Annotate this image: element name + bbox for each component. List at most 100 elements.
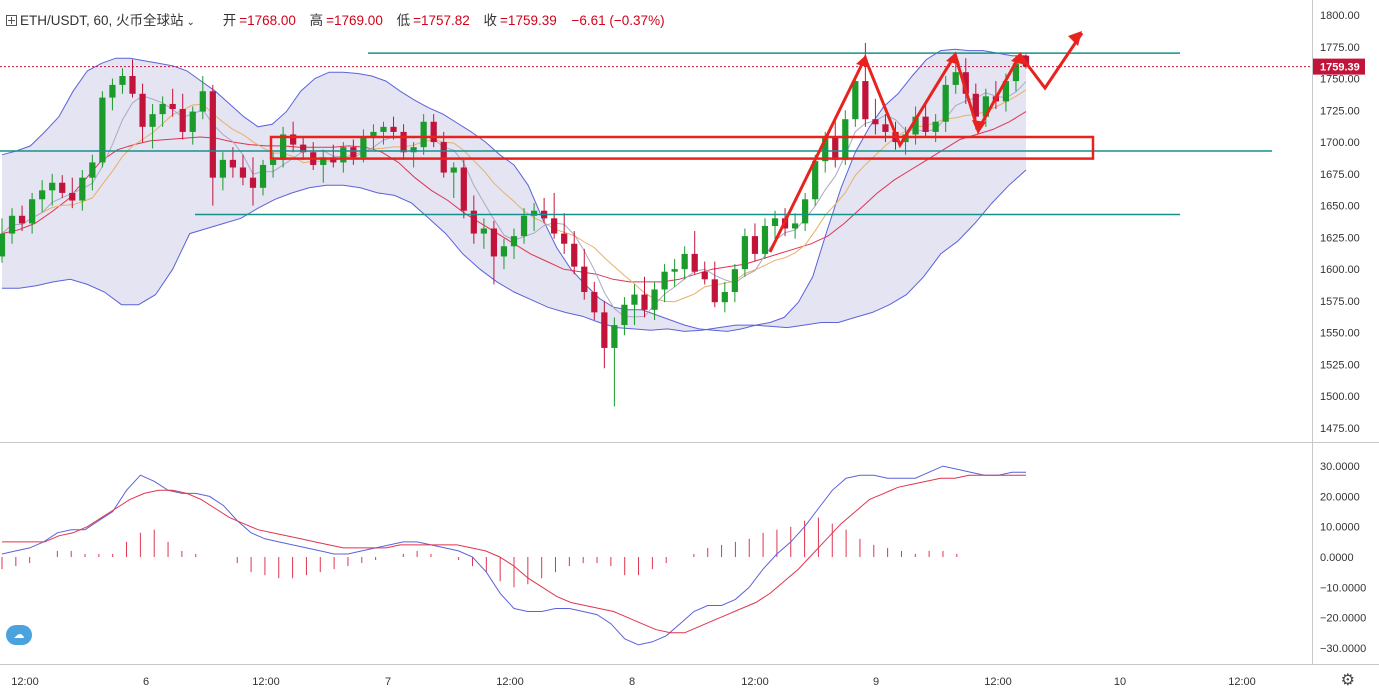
bollinger-band-fill [2,49,1026,332]
low-value: =1757.82 [413,13,470,28]
candle-body [601,312,608,348]
candle-body [932,121,939,132]
candle-body [18,215,26,224]
candle-body [179,109,186,132]
candle-body [99,97,106,163]
candle-body [139,93,146,127]
candle-body [129,75,136,94]
candle-body [29,199,36,224]
macd-tick-label: −20.0000 [1320,613,1366,625]
plus-icon[interactable] [6,15,17,26]
price-tick-label: 1800.00 [1320,10,1360,22]
highlight-zone-box [269,135,1095,160]
symbol-title[interactable]: ETH/USDT, 60, 火币全球站 [20,13,184,28]
candle-body [972,93,979,117]
candle-body [621,304,628,326]
last-price-tag [1313,58,1365,75]
candle-body [69,192,76,201]
candle-body [651,289,658,310]
candle-body [420,121,427,148]
candle-body [802,199,809,224]
arrowhead-1 [856,55,870,68]
candle-body [962,72,969,94]
gear-icon[interactable]: ⚙ [1340,672,1355,689]
candle-body [922,116,929,132]
open-value: =1768.00 [239,13,296,28]
arrowhead-3 [1011,52,1025,65]
candle-body [249,177,257,188]
macd-line [1,465,1026,646]
candle-body [219,159,226,178]
candle-body [390,126,397,132]
price-tick-label: 1600.00 [1320,264,1360,276]
candle-body [731,269,738,293]
candle-body [741,236,749,270]
candle-body [751,236,759,254]
candle-body [982,96,989,117]
candle-body [209,91,216,178]
macd-tick-label: 20.0000 [1320,491,1360,503]
candle-body [199,91,206,112]
price-tick-label: 1650.00 [1320,201,1360,213]
time-tick-label: 7 [385,676,391,688]
candle-body [49,182,56,191]
time-tick-label: 12:00 [11,676,39,688]
price-tick-label: 1725.00 [1320,105,1360,117]
candle-body [862,81,869,120]
price-tick-label: 1525.00 [1320,359,1360,371]
candle-body [450,167,457,173]
forecast-path [768,32,1084,253]
time-tick-label: 6 [143,676,149,688]
candle-body [229,159,237,168]
price-tick-label: 1550.00 [1320,328,1360,340]
close-value: =1759.39 [500,13,557,28]
candle-body [410,147,417,153]
candle-body [400,131,407,153]
candle-body [691,253,698,272]
candle-body [641,294,648,310]
candle-body [470,210,477,234]
candle-body [500,246,508,257]
time-tick-label: 12:00 [741,676,769,688]
candle-body [360,136,367,158]
candle-body [581,266,588,293]
candle-body [269,159,277,165]
candle-body [430,121,437,143]
candle-body [89,162,96,178]
macd-tick-label: 10.0000 [1320,522,1360,534]
candle-body [109,84,116,98]
price-tick-label: 1775.00 [1320,42,1360,54]
candle-body [320,157,327,165]
candle-body [490,228,498,257]
time-tick-label: 12:00 [1228,676,1256,688]
macd-tick-label: −30.0000 [1320,643,1366,655]
candle-body [350,147,357,158]
price-tick-label: 1675.00 [1320,169,1360,181]
candle-body [1002,81,1010,102]
candle-body [812,161,819,200]
candle-body [290,134,297,145]
candle-body [822,136,829,162]
time-tick-label: 10 [1114,676,1126,688]
chevron-down-icon[interactable]: ⌄ [186,17,195,28]
change-value: −6.61 (−0.37%) [571,13,665,28]
candle-body [159,103,166,115]
candle-body [852,81,859,120]
tradingview-cloud-icon[interactable]: ☁ [6,625,32,645]
candle-body [119,75,126,85]
candle-body [169,103,176,110]
candle-body [631,294,638,305]
macd-tick-label: 0.0000 [1320,552,1354,564]
candle-body [701,271,708,280]
candle-body [611,325,618,348]
price-tick-label: 1750.00 [1320,74,1360,86]
macd-tick-label: 30.0000 [1320,461,1360,473]
bollinger-lower-line [2,169,1027,332]
price-tick-label: 1475.00 [1320,423,1360,435]
candle-body [370,131,377,137]
candle-body [832,136,839,160]
candle-body [520,215,528,237]
price-tick-label: 1575.00 [1320,296,1360,308]
candle-body [460,167,467,211]
